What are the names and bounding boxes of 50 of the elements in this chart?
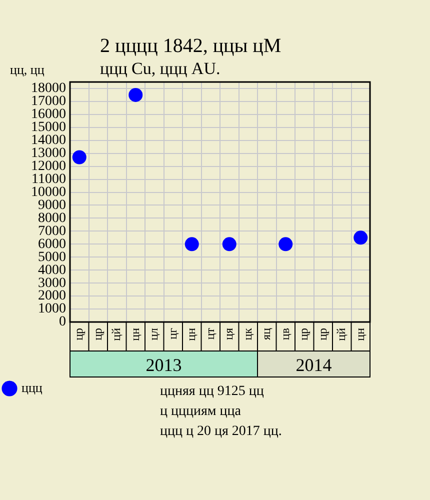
text: ццняя цц 9125 цц: [160, 384, 264, 399]
x-tick-label: цр: [296, 328, 311, 340]
chart-title: 2 цццц 1842, ццы цМ: [100, 35, 282, 57]
x-tick-label: цн: [184, 327, 198, 341]
y-tick-label: 15000: [31, 120, 66, 136]
y-tick-label: 17000: [31, 94, 66, 110]
point: [278, 237, 293, 252]
y-axis-title: цц, цц: [10, 62, 44, 77]
point: [222, 237, 236, 252]
text: 2013: [146, 355, 182, 375]
x-tick-label: цй: [109, 327, 124, 341]
y-tick-label: 10000: [31, 184, 66, 200]
y-tick-label: 6000: [38, 236, 66, 252]
y-tick-label: 5000: [38, 250, 66, 265]
y-tick-label: 14000: [31, 133, 66, 148]
y-tick-label: 7000: [38, 224, 66, 239]
y-tick-label: 4000: [38, 262, 66, 278]
x-tick-label: ця: [222, 328, 236, 340]
legend-label: ццц: [22, 380, 42, 395]
y-tick-label: 1000: [38, 302, 66, 317]
y-tick-label: 9000: [38, 198, 66, 213]
point: [128, 88, 143, 102]
point: [354, 230, 368, 245]
y-tick-label: 18000: [31, 81, 66, 96]
y-tick-label: 0: [59, 314, 66, 330]
x-tick-label: цн: [352, 327, 367, 341]
x-tick-label: цр: [90, 328, 104, 340]
text: ц ццциям цца: [160, 404, 242, 419]
x-tick-label: цн: [128, 327, 142, 341]
point: [184, 237, 199, 252]
x-tick-label: цв: [278, 328, 292, 340]
x-tick-label: цг: [165, 328, 180, 340]
y-tick-label: 12000: [31, 158, 66, 174]
y-tick-label: 13000: [31, 146, 66, 162]
x-tick-label: цк: [240, 328, 254, 340]
text: ццц ц 20 ця 2017 цц.: [160, 424, 282, 439]
point: [72, 150, 86, 164]
y-tick-label: 2000: [38, 288, 66, 304]
x-tick-label: цй: [334, 327, 348, 341]
y-tick-label: 16000: [31, 107, 66, 122]
y-tick-label: 11000: [32, 172, 66, 187]
x-tick-label: яц: [259, 327, 274, 340]
x-tick-label: цр: [315, 328, 330, 340]
x-tick-label: цт: [202, 327, 217, 340]
text: 2014: [296, 355, 332, 375]
y-tick-label: 3000: [38, 276, 66, 291]
x-tick-label: цл: [146, 328, 161, 340]
y-tick-label: 8000: [38, 210, 66, 226]
x-tick-label: цр: [72, 328, 86, 340]
chart-subtitle: ццц Cu, ццц AU.: [100, 59, 220, 78]
